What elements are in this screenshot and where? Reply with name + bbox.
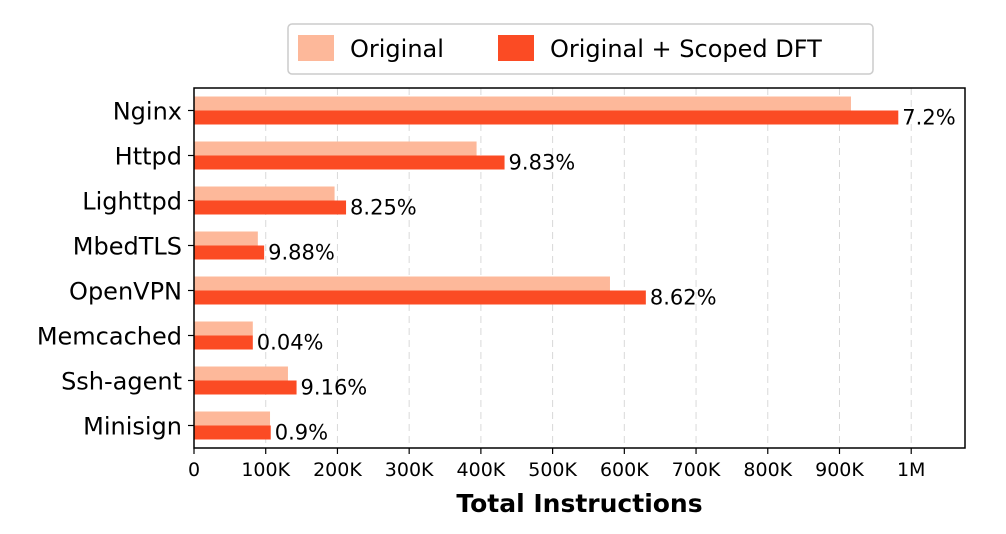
bar-original [194, 231, 258, 246]
bar-scoped-dft [194, 245, 265, 260]
bar-label: 7.2% [902, 106, 955, 130]
y-tick-label: Memcached [37, 323, 182, 351]
bar-original [194, 96, 851, 111]
x-tick-label: 600K [600, 459, 649, 481]
legend-label: Original + Scoped DFT [550, 35, 822, 63]
bar-scoped-dft [194, 110, 899, 125]
x-tick-label: 900K [815, 459, 864, 481]
y-tick-label: MbedTLS [73, 233, 182, 261]
y-axis: Nginx Httpd Lighttpd MbedTLS OpenVPN Memcache… [37, 98, 194, 441]
bar-label: 0.04% [257, 331, 324, 355]
x-axis-label: Total Instructions [456, 489, 702, 518]
y-tick-label: Httpd [115, 143, 182, 171]
bar-label: 8.62% [650, 286, 717, 310]
bar-label: 8.25% [350, 196, 417, 220]
bar-scoped-dft [194, 290, 646, 305]
x-tick-label: 200K [313, 459, 362, 481]
bar-original [194, 276, 610, 291]
x-tick-label: 700K [672, 459, 721, 481]
x-tick-label: 400K [457, 459, 506, 481]
y-tick-label: Lighttpd [82, 188, 182, 216]
bar-labels: 7.2% 9.83% 8.25% 9.88% 8.62% 0.04% 9.16% 0.9% [257, 106, 956, 445]
bar-scoped-dft [194, 335, 253, 350]
bar-label: 9.16% [301, 376, 368, 400]
bar-original [194, 366, 288, 381]
legend-swatch [298, 35, 334, 61]
x-tick-label: 800K [743, 459, 792, 481]
x-tick-label: 300K [385, 459, 434, 481]
legend-label: Original [350, 35, 444, 63]
bar-label: 9.83% [509, 151, 576, 175]
bar-scoped-dft [194, 200, 347, 215]
y-tick-label: Ssh-agent [61, 368, 182, 396]
y-tick-label: OpenVPN [69, 278, 182, 306]
y-tick-label: Minisign [83, 413, 182, 441]
bar-scoped-dft [194, 155, 505, 170]
bar-original [194, 141, 477, 156]
x-tick-label: 1M [897, 459, 925, 481]
bars [194, 96, 899, 440]
bar-scoped-dft [194, 425, 271, 440]
bar-scoped-dft [194, 380, 297, 395]
y-tick-label: Nginx [113, 98, 182, 126]
bar-original [194, 321, 253, 336]
x-tick-label: 500K [528, 459, 577, 481]
bar-label: 9.88% [268, 241, 335, 265]
x-axis: 0 100K 200K 300K 400K 500K 600K 700K 800K 900K 1M [188, 448, 925, 481]
bar-original [194, 186, 335, 201]
legend: Original Original + Scoped DFT [287, 23, 874, 75]
legend-swatch [498, 35, 534, 61]
x-tick-label: 0 [188, 459, 200, 481]
plot-frame [193, 87, 966, 449]
bar-label: 0.9% [275, 421, 328, 445]
legend-box [287, 23, 874, 75]
bar-original [194, 411, 271, 426]
x-tick-label: 100K [241, 459, 290, 481]
